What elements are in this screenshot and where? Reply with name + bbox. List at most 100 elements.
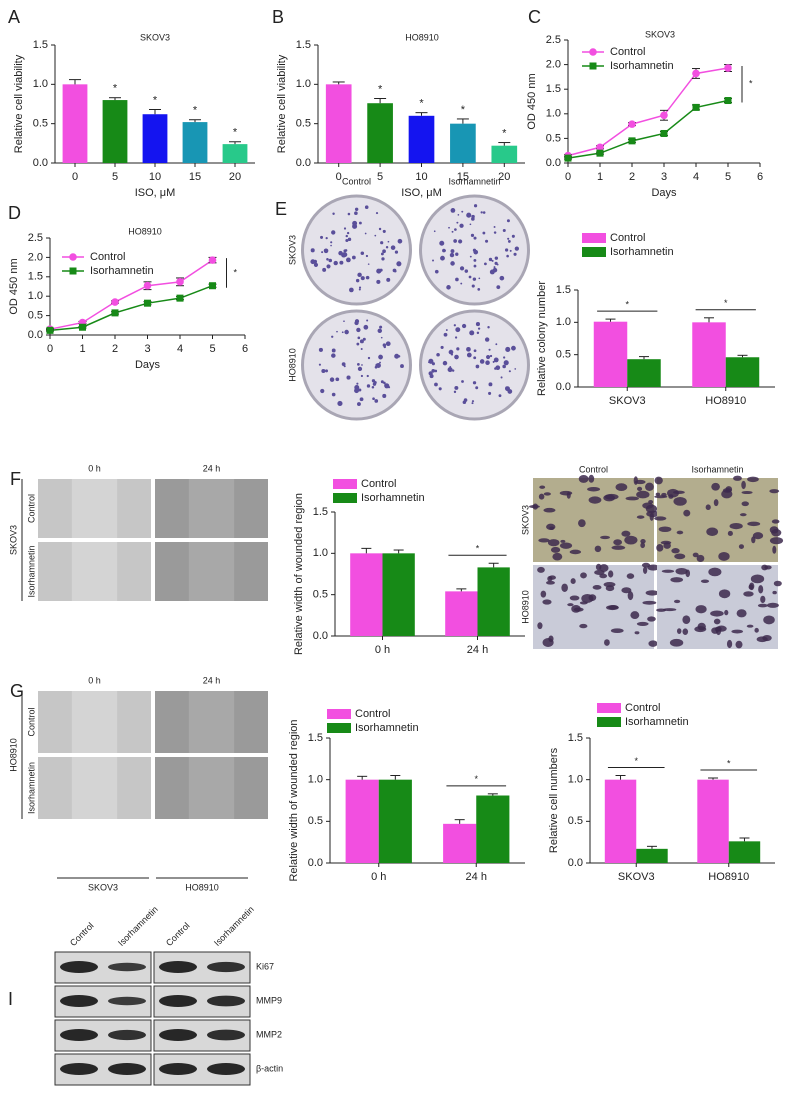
- colony: [508, 370, 511, 373]
- y-axis-label: OD 450 nm: [526, 73, 538, 129]
- colony: [502, 228, 506, 232]
- significance: *: [749, 79, 753, 89]
- colony: [354, 388, 360, 394]
- colony: [382, 381, 385, 384]
- legend-swatch: [333, 493, 357, 503]
- y-tick-label: 1.5: [28, 271, 43, 283]
- colony: [363, 324, 369, 330]
- colony: [450, 353, 454, 356]
- column-label: Isorhamnetin: [448, 176, 500, 186]
- panel-letter: D: [8, 203, 21, 223]
- colony: [473, 264, 477, 268]
- point: [724, 97, 732, 105]
- bar: [445, 591, 478, 636]
- x-tick-label: 2: [112, 343, 118, 355]
- colony: [475, 386, 479, 390]
- point: [111, 298, 119, 306]
- y-tick-label: 0.0: [28, 329, 43, 341]
- colony: [459, 266, 465, 271]
- colony: [321, 251, 324, 254]
- x-tick-label: 0: [565, 171, 571, 183]
- colony: [320, 388, 325, 394]
- group-label: HO8910: [185, 882, 219, 892]
- x-tick-label: 5: [377, 171, 383, 183]
- x-tick-label: 15: [189, 171, 201, 183]
- colony: [358, 288, 361, 291]
- colony: [376, 279, 381, 284]
- colony: [473, 356, 477, 360]
- x-tick-label: 1: [597, 171, 603, 183]
- y-tick-label: 1.5: [546, 83, 561, 95]
- colony: [514, 246, 519, 251]
- point: [144, 299, 151, 307]
- cell: [637, 486, 643, 491]
- colony: [345, 238, 349, 243]
- significance: *: [113, 83, 118, 95]
- colony: [493, 231, 497, 234]
- colony: [488, 257, 493, 262]
- cell: [624, 535, 638, 545]
- y-tick-label: 1.0: [296, 78, 311, 90]
- y-tick-label: 1.0: [313, 547, 328, 559]
- x-tick-label: 20: [229, 171, 241, 183]
- colony: [514, 368, 517, 370]
- colony: [469, 223, 472, 226]
- blot-band: [207, 1029, 245, 1041]
- cell: [766, 602, 779, 608]
- bar: [627, 359, 661, 387]
- cell: [754, 627, 759, 633]
- colony: [326, 264, 331, 269]
- bar: [593, 321, 628, 387]
- bar: [477, 567, 510, 636]
- colony: [480, 211, 483, 214]
- cell: [537, 622, 543, 630]
- y-tick-label: 1.5: [296, 39, 311, 51]
- x-axis-label: ISO, μM: [135, 187, 176, 199]
- colony: [347, 237, 352, 242]
- colony: [358, 286, 362, 289]
- bar: [728, 841, 761, 863]
- x-tick-label: 0: [336, 171, 342, 183]
- plate: [419, 309, 530, 421]
- row-label: Isorhamnetin: [26, 545, 36, 597]
- cell: [546, 580, 555, 585]
- cell: [532, 503, 539, 510]
- colony: [318, 347, 323, 352]
- cell: [706, 527, 719, 536]
- cell: [537, 566, 545, 573]
- y-tick-label: 0.5: [28, 310, 43, 322]
- colony: [454, 228, 457, 231]
- cell: [747, 476, 759, 483]
- y-tick-label: 0.5: [296, 118, 311, 130]
- colony: [385, 246, 389, 249]
- cell: [649, 512, 654, 521]
- cell: [713, 618, 721, 625]
- bar: [382, 553, 415, 636]
- colony: [392, 246, 395, 249]
- colony: [453, 324, 456, 327]
- colony: [471, 214, 475, 219]
- cell: [656, 544, 664, 552]
- legend-swatch: [597, 717, 621, 727]
- colony: [360, 347, 363, 350]
- colony: [502, 364, 506, 369]
- colony: [464, 269, 469, 273]
- x-tick-label: 0: [47, 343, 53, 355]
- cell: [549, 526, 555, 530]
- cell: [640, 542, 646, 549]
- colony: [484, 337, 490, 342]
- colony: [356, 327, 361, 333]
- bar: [182, 122, 208, 163]
- bar: [491, 145, 518, 163]
- colony: [341, 362, 346, 367]
- plate: [301, 309, 412, 421]
- significance: *: [474, 774, 478, 784]
- cell: [710, 610, 724, 617]
- cell: [718, 589, 731, 599]
- colony: [364, 205, 369, 209]
- colony: [331, 348, 336, 353]
- colony: [482, 231, 486, 235]
- cell: [642, 600, 657, 605]
- point: [208, 256, 217, 264]
- point: [596, 149, 604, 157]
